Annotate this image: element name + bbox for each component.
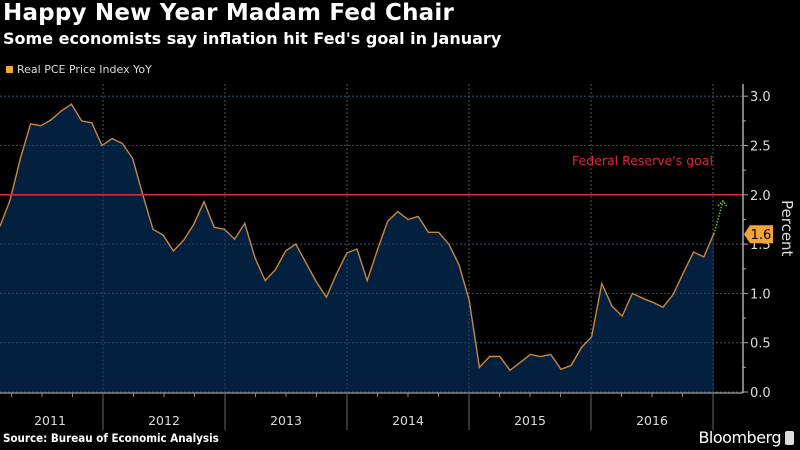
y-tick-label: 0.0: [750, 386, 771, 401]
x-tick-label: 2016: [636, 413, 668, 428]
last-value-label: 1.6: [751, 228, 772, 243]
bloomberg-terminal-icon: [785, 430, 794, 445]
y-tick-label: 2.5: [750, 140, 771, 155]
y-tick-label: 3.0: [750, 90, 771, 105]
y-tick-label: 2.0: [750, 189, 771, 204]
y-tick-label: 1.0: [750, 287, 771, 302]
projection-arrow-head: [717, 199, 728, 208]
series-line: [0, 103, 715, 372]
brand-text: Bloomberg: [698, 428, 781, 447]
legend-label: Real PCE Price Index YoY: [17, 63, 152, 76]
x-tick-label: 2013: [270, 413, 302, 428]
last-value-badge: [744, 225, 773, 244]
x-tick-label: 2012: [148, 413, 180, 428]
x-tick-label: 2014: [392, 413, 424, 428]
x-tick-label: 2015: [514, 413, 546, 428]
x-tick-label: 2011: [34, 413, 66, 428]
bloomberg-logo: Bloomberg: [698, 428, 794, 447]
chart-title: Happy New Year Madam Fed Chair: [3, 0, 455, 26]
legend-swatch: [6, 66, 13, 73]
legend: Real PCE Price Index YoY: [6, 63, 152, 76]
chart-subtitle: Some economists say inflation hit Fed's …: [3, 29, 502, 48]
series-area: [0, 104, 714, 392]
source-note: Source: Bureau of Economic Analysis: [3, 431, 219, 445]
fed-goal-label: Federal Reserve's goal: [572, 153, 713, 168]
y-axis-label: Percent: [778, 200, 796, 257]
y-tick-label: 0.5: [750, 337, 771, 352]
